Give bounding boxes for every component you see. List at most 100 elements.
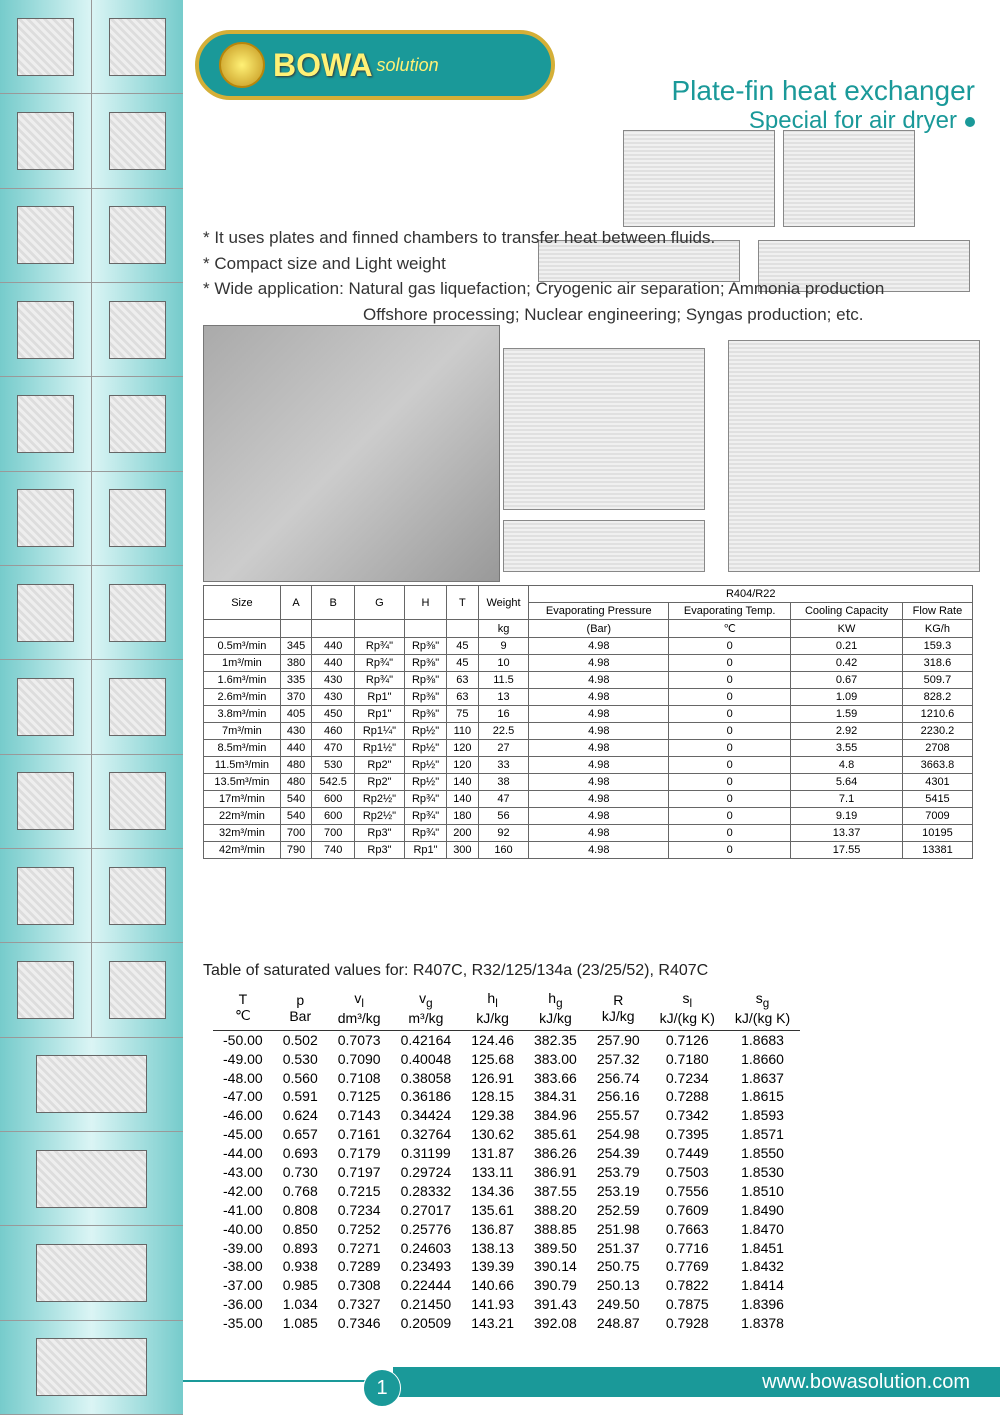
table-cell: 0.7143	[328, 1106, 391, 1125]
table-cell: 1.09	[791, 689, 903, 706]
product-photo	[203, 325, 500, 582]
table-cell: 10195	[902, 825, 972, 842]
table-cell: 0	[669, 757, 791, 774]
table-cell: 790	[280, 842, 311, 859]
product-thumb	[17, 867, 74, 925]
sat-header: pBar	[273, 990, 328, 1030]
sat-header: slkJ/(kg K)	[650, 990, 725, 1030]
table-row: -47.000.5910.71250.36186128.15384.31256.…	[213, 1087, 800, 1106]
logo-suffix: solution	[377, 55, 439, 76]
table-cell: 140.66	[461, 1276, 524, 1295]
table-cell: 2708	[902, 740, 972, 757]
table-cell: 63	[447, 689, 478, 706]
th-h: H	[404, 586, 446, 620]
table-cell: 0.530	[273, 1050, 328, 1069]
product-thumb	[109, 112, 166, 170]
table-cell: 120	[447, 757, 478, 774]
table-cell: 0.7342	[650, 1106, 725, 1125]
table-cell: 11.5	[478, 672, 529, 689]
table-cell: 0.768	[273, 1182, 328, 1201]
product-thumb	[17, 395, 74, 453]
table-cell: 2.92	[791, 723, 903, 740]
table-cell: 0.7327	[328, 1295, 391, 1314]
product-thumb	[109, 867, 166, 925]
description: * It uses plates and finned chambers to …	[203, 225, 884, 327]
product-thumb	[17, 772, 74, 830]
table-cell: 0.7663	[650, 1220, 725, 1239]
table-cell: -46.00	[213, 1106, 273, 1125]
table-cell: Rp1"	[404, 842, 446, 859]
table-cell: 0	[669, 638, 791, 655]
table-cell: 1.6m³/min	[204, 672, 281, 689]
table-cell: 4.8	[791, 757, 903, 774]
table-cell: 382.35	[524, 1030, 587, 1049]
th-b: B	[312, 586, 355, 620]
table-cell: 318.6	[902, 655, 972, 672]
table-cell: Rp⅜"	[404, 689, 446, 706]
table-cell: Rp2"	[355, 757, 405, 774]
table-cell: 200	[447, 825, 478, 842]
table-cell: 0.560	[273, 1069, 328, 1088]
table-cell: 2.6m³/min	[204, 689, 281, 706]
table-cell: 0	[669, 672, 791, 689]
table-cell: -35.00	[213, 1314, 273, 1333]
table-cell: 0.42	[791, 655, 903, 672]
table-cell: 460	[312, 723, 355, 740]
table-cell: 1.8432	[725, 1257, 800, 1276]
table-cell: 1.8451	[725, 1239, 800, 1258]
unit-evap-press: (Bar)	[529, 620, 669, 638]
th-t: T	[447, 586, 478, 620]
table-cell: 430	[280, 723, 311, 740]
table-cell: 254.39	[587, 1144, 650, 1163]
table-cell: 1.8683	[725, 1030, 800, 1049]
table-cell: Rp2"	[355, 774, 405, 791]
table-cell: 4.98	[529, 774, 669, 791]
table-cell: 159.3	[902, 638, 972, 655]
table-cell: 13381	[902, 842, 972, 859]
sat-header: hgkJ/kg	[524, 990, 587, 1030]
desc-line: * It uses plates and finned chambers to …	[203, 225, 884, 251]
logo-brand: BOWA	[273, 47, 373, 84]
table-cell: 0.7822	[650, 1276, 725, 1295]
table-cell: 700	[312, 825, 355, 842]
table-cell: 0.624	[273, 1106, 328, 1125]
table-row: -49.000.5300.70900.40048125.68383.00257.…	[213, 1050, 800, 1069]
table-cell: 27	[478, 740, 529, 757]
table-cell: Rp¾"	[404, 825, 446, 842]
table-cell: 4.98	[529, 740, 669, 757]
table-cell: 480	[280, 757, 311, 774]
page-number: 1	[363, 1369, 401, 1407]
table-cell: 300	[447, 842, 478, 859]
table-cell: 63	[447, 672, 478, 689]
table-cell: 383.00	[524, 1050, 587, 1069]
table-row: -44.000.6930.71790.31199131.87386.26254.…	[213, 1144, 800, 1163]
th-group: R404/R22	[529, 586, 973, 603]
table-row: 0.5m³/min345440Rp¾"Rp⅜"4594.9800.21159.3	[204, 638, 973, 655]
table-cell: 0.27017	[391, 1201, 462, 1220]
table-cell: 0.29724	[391, 1163, 462, 1182]
table-cell: 0.7108	[328, 1069, 391, 1088]
table-cell: 124.46	[461, 1030, 524, 1049]
table-cell: 138.13	[461, 1239, 524, 1258]
table-cell: 38	[478, 774, 529, 791]
table-cell: 0	[669, 808, 791, 825]
table-cell: 0.40048	[391, 1050, 462, 1069]
table-cell: Rp2½"	[355, 791, 405, 808]
table-cell: 0.7875	[650, 1295, 725, 1314]
table-row: -50.000.5020.70730.42164124.46382.35257.…	[213, 1030, 800, 1049]
brand-logo: BOWA solution	[195, 30, 555, 100]
table-cell: 125.68	[461, 1050, 524, 1069]
unit-weight: kg	[478, 620, 529, 638]
product-thumb	[109, 395, 166, 453]
table-cell: 0.7289	[328, 1257, 391, 1276]
table-row: 17m³/min540600Rp2½"Rp¾"140474.9807.15415	[204, 791, 973, 808]
table-cell: 0	[669, 723, 791, 740]
table-cell: 335	[280, 672, 311, 689]
table-cell: Rp½"	[404, 740, 446, 757]
table-cell: 828.2	[902, 689, 972, 706]
table-cell: 13.37	[791, 825, 903, 842]
sat-header: RkJ/kg	[587, 990, 650, 1030]
table-cell: 0.7271	[328, 1239, 391, 1258]
table-cell: 0.67	[791, 672, 903, 689]
table-cell: -42.00	[213, 1182, 273, 1201]
